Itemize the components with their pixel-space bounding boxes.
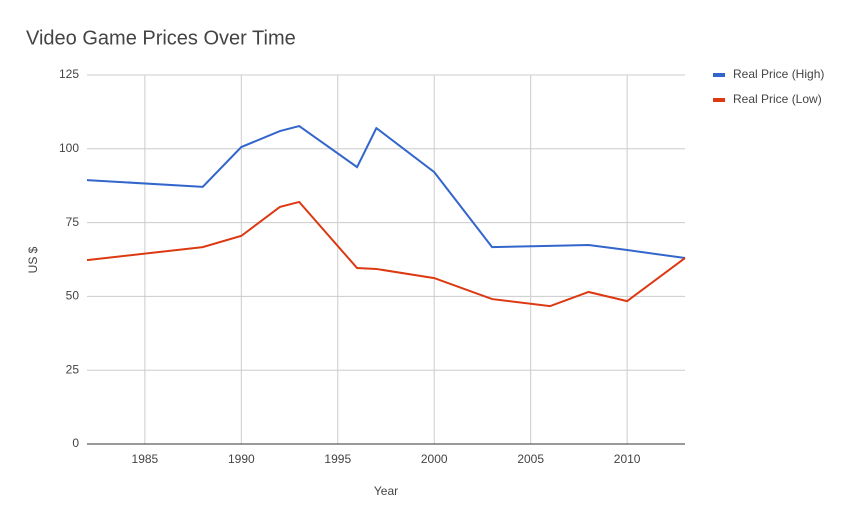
- y-tick-label: 0: [72, 436, 79, 450]
- legend-label: Real Price (High): [733, 67, 824, 81]
- x-tick-label: 2000: [421, 452, 448, 466]
- x-axis-label: Year: [374, 484, 398, 498]
- y-tick-label: 75: [66, 215, 80, 229]
- x-tick-label: 1990: [228, 452, 255, 466]
- y-tick-label: 125: [59, 67, 79, 81]
- x-tick-label: 1985: [132, 452, 159, 466]
- y-tick-label: 50: [66, 289, 80, 303]
- x-tick-label: 2010: [614, 452, 641, 466]
- y-tick-label: 25: [66, 362, 80, 376]
- chart-title: Video Game Prices Over Time: [26, 27, 296, 49]
- y-axis-label: US $: [26, 246, 40, 273]
- y-tick-label: 100: [59, 141, 79, 155]
- x-tick-label: 2005: [517, 452, 544, 466]
- series-line: [86, 124, 686, 260]
- x-tick-label: 1995: [324, 452, 351, 466]
- series-line: [86, 200, 686, 308]
- legend-label: Real Price (Low): [733, 92, 822, 106]
